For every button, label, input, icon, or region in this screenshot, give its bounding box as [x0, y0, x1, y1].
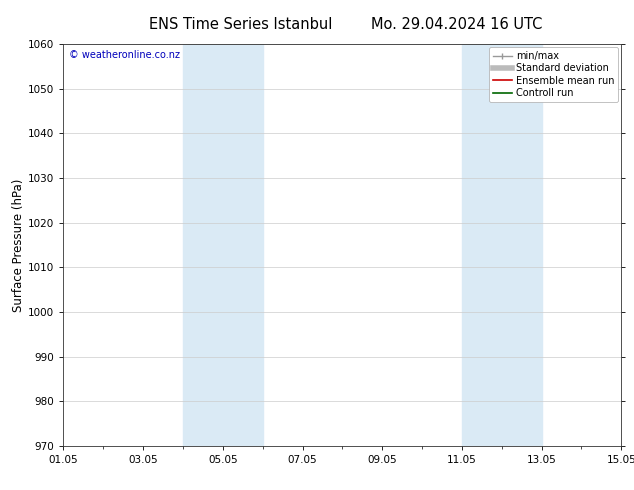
Text: © weatheronline.co.nz: © weatheronline.co.nz	[69, 50, 180, 60]
Text: ENS Time Series Istanbul: ENS Time Series Istanbul	[149, 17, 333, 32]
Y-axis label: Surface Pressure (hPa): Surface Pressure (hPa)	[12, 178, 25, 312]
Bar	[183, 44, 223, 446]
Text: Mo. 29.04.2024 16 UTC: Mo. 29.04.2024 16 UTC	[371, 17, 542, 32]
Bar	[501, 44, 541, 446]
Bar	[462, 44, 501, 446]
Legend: min/max, Standard deviation, Ensemble mean run, Controll run: min/max, Standard deviation, Ensemble me…	[489, 47, 618, 102]
Bar	[223, 44, 262, 446]
